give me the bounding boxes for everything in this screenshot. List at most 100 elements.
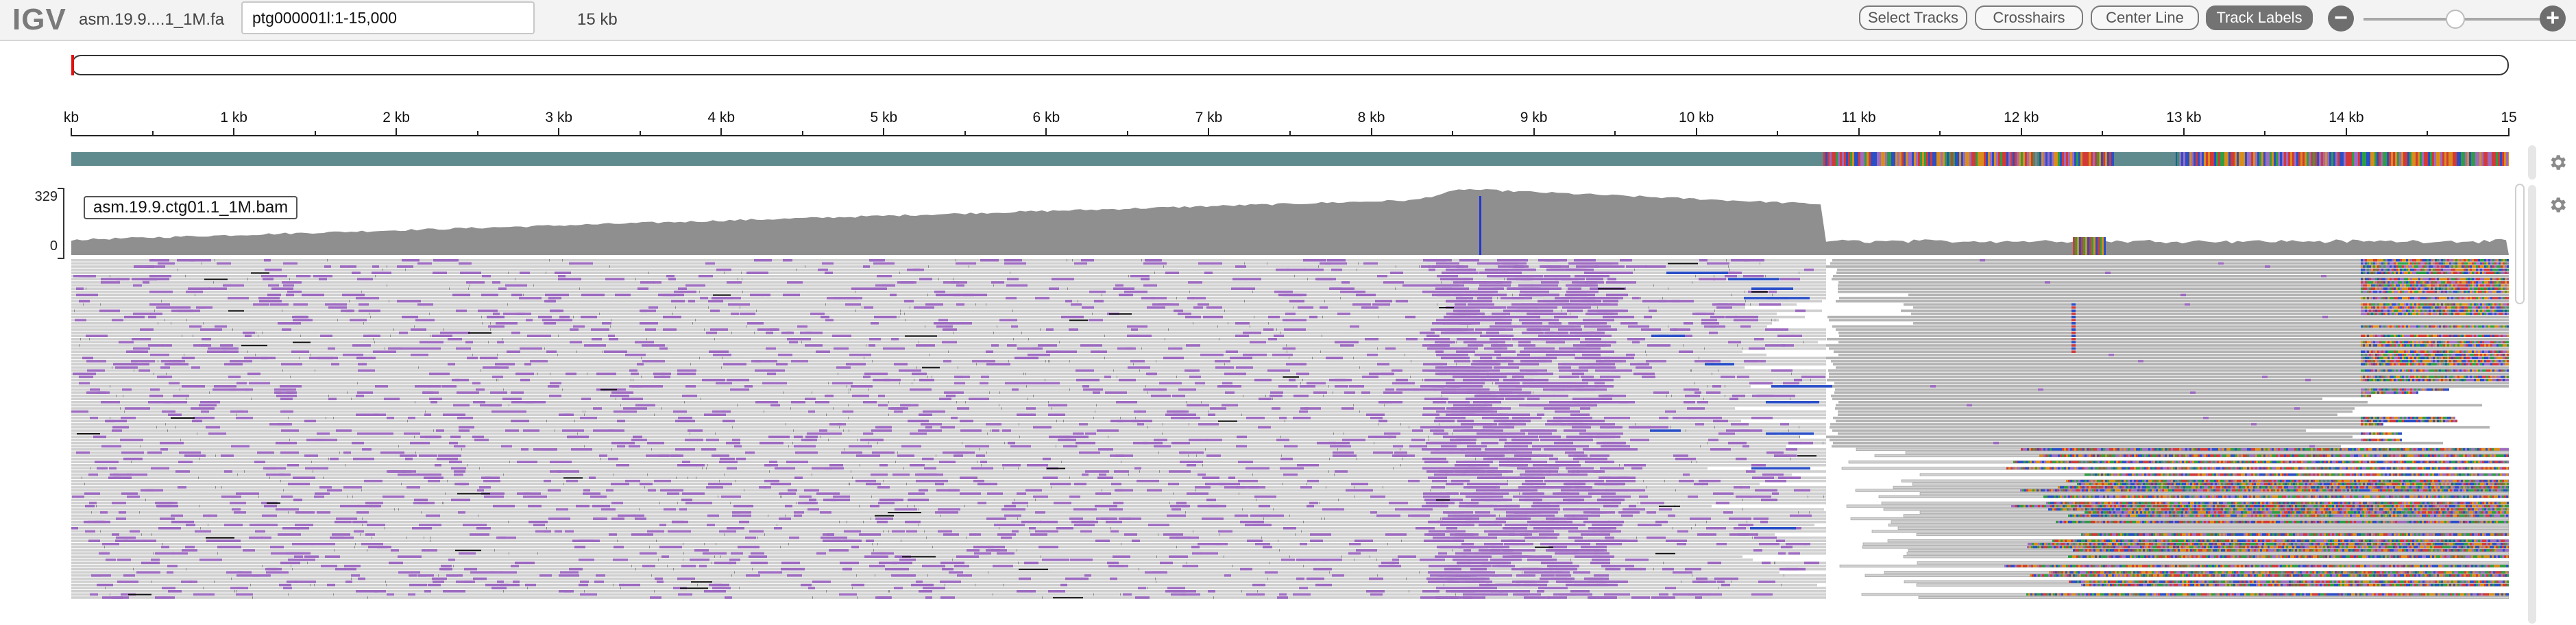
insertion-marker	[901, 281, 916, 284]
soft-clip-base	[2418, 284, 2420, 287]
soft-clip-base	[2464, 312, 2466, 315]
read-segment	[1836, 328, 2509, 331]
soft-clip-base	[2503, 363, 2505, 366]
soft-clip-base	[2365, 350, 2367, 353]
sequence-base	[1856, 152, 1858, 166]
zoom-out-icon[interactable]: −	[2328, 5, 2354, 32]
insertion-marker	[1455, 303, 1466, 306]
coverage-track[interactable]	[71, 184, 2509, 255]
ruler-tick	[1370, 128, 1372, 136]
sequence-base	[1877, 152, 1879, 166]
soft-clip-base	[2484, 291, 2486, 293]
soft-clip-base	[2437, 350, 2439, 353]
soft-clip-base	[2363, 369, 2365, 372]
insertion-marker	[1436, 426, 1448, 429]
genomic-ruler[interactable]: kb 1 kb 2 kb 3 kb 4 kb 5 kb 6 kb 7 kb 8 kb 9 kb 10…	[0, 110, 2576, 138]
soft-clip-base	[2398, 278, 2400, 281]
insertion-marker	[797, 325, 807, 328]
sequence-base	[2284, 152, 2286, 166]
select-tracks-button[interactable]: Select Tracks	[1859, 5, 1967, 30]
crosshairs-button[interactable]: Crosshairs	[1975, 5, 2083, 30]
insertion-marker	[938, 319, 948, 321]
insertion-marker	[1269, 394, 1283, 397]
read-boundary	[418, 366, 419, 369]
insertion-marker	[1611, 369, 1632, 372]
soft-clip-base	[2383, 262, 2385, 265]
read-boundary	[1683, 344, 1684, 347]
soft-clip-base	[2437, 341, 2439, 344]
chromosome-ideogram[interactable]	[71, 55, 2509, 75]
read-boundary	[756, 309, 757, 312]
soft-clip-base	[2394, 271, 2396, 274]
soft-clip-base	[2392, 356, 2394, 360]
soft-clip-base	[2472, 271, 2474, 274]
soft-clip-base	[2420, 360, 2422, 363]
read-boundary	[574, 419, 575, 423]
insertion-marker	[1464, 382, 1485, 384]
soft-clip-base	[2429, 309, 2431, 312]
soft-clip-base	[2377, 312, 2379, 315]
insertion-marker	[1588, 262, 1618, 265]
insertion-marker	[402, 259, 420, 262]
insertion-marker	[1716, 303, 1727, 306]
alignment-reads-panel[interactable]	[71, 259, 2509, 599]
soft-clip-base	[2466, 344, 2468, 347]
soft-clip-base	[2451, 287, 2453, 290]
soft-clip-base	[2390, 268, 2392, 271]
insertion-marker	[1586, 278, 1603, 281]
soft-clip-base	[2443, 341, 2445, 344]
soft-clip-base	[2445, 297, 2447, 299]
zoom-in-icon[interactable]: +	[2540, 5, 2566, 32]
ruler-tick	[1695, 128, 1697, 136]
sequence-base	[2305, 152, 2307, 166]
insertion-marker	[1423, 407, 1445, 410]
soft-clip-base	[2387, 297, 2390, 299]
soft-clip-base	[2462, 356, 2464, 360]
soft-clip-base	[2404, 325, 2406, 328]
soft-clip-base	[2387, 354, 2390, 356]
soft-clip-base	[2447, 271, 2449, 274]
insertion-marker	[750, 293, 770, 297]
soft-clip-base	[2480, 271, 2482, 274]
zoom-slider-handle[interactable]	[2446, 10, 2465, 29]
ruler-tick	[2102, 131, 2104, 136]
insertion-marker	[1524, 347, 1555, 350]
insertion-marker	[986, 423, 1001, 426]
insertion-marker	[101, 401, 120, 404]
sequence-base	[2294, 152, 2296, 166]
soft-clip-base	[2499, 309, 2501, 312]
soft-clip-base	[2484, 284, 2486, 287]
soft-clip-base	[2488, 262, 2490, 265]
insertion-marker	[352, 344, 371, 347]
soft-clip-base	[2390, 287, 2392, 290]
soft-clip-base	[2480, 265, 2482, 268]
track-labels-button[interactable]: Track Labels	[2206, 5, 2313, 30]
soft-clip-base	[2385, 278, 2387, 281]
locus-search-input[interactable]	[241, 1, 535, 34]
soft-clip-base	[2375, 297, 2377, 299]
insertion-marker	[358, 363, 367, 366]
read-boundary	[826, 413, 827, 416]
soft-clip-base	[2377, 309, 2379, 312]
sequence-track-gear-icon[interactable]	[2547, 152, 2568, 173]
insertion-marker	[1073, 432, 1084, 435]
soft-clip-base	[2488, 344, 2490, 347]
soft-clip-base	[2464, 278, 2466, 281]
sequence-base	[2471, 152, 2473, 166]
soft-clip-base	[2447, 268, 2449, 271]
insertion-marker	[223, 350, 239, 353]
soft-clip-base	[2470, 309, 2472, 312]
soft-clip-base	[2363, 325, 2365, 328]
insertion-marker	[1436, 262, 1459, 265]
read-boundary	[1714, 426, 1715, 429]
soft-clip-base	[2410, 262, 2412, 265]
soft-clip-base	[2455, 278, 2457, 281]
center-line-button[interactable]: Center Line	[2091, 5, 2199, 30]
genome-label[interactable]: asm.19.9....1_1M.fa	[79, 10, 225, 29]
soft-clip-base	[2418, 268, 2420, 271]
insertion-marker	[1512, 297, 1532, 299]
soft-clip-base	[2367, 391, 2369, 394]
insertion-marker	[1502, 271, 1522, 274]
insertion-marker	[1272, 354, 1293, 356]
sequence-base	[1951, 152, 1953, 166]
